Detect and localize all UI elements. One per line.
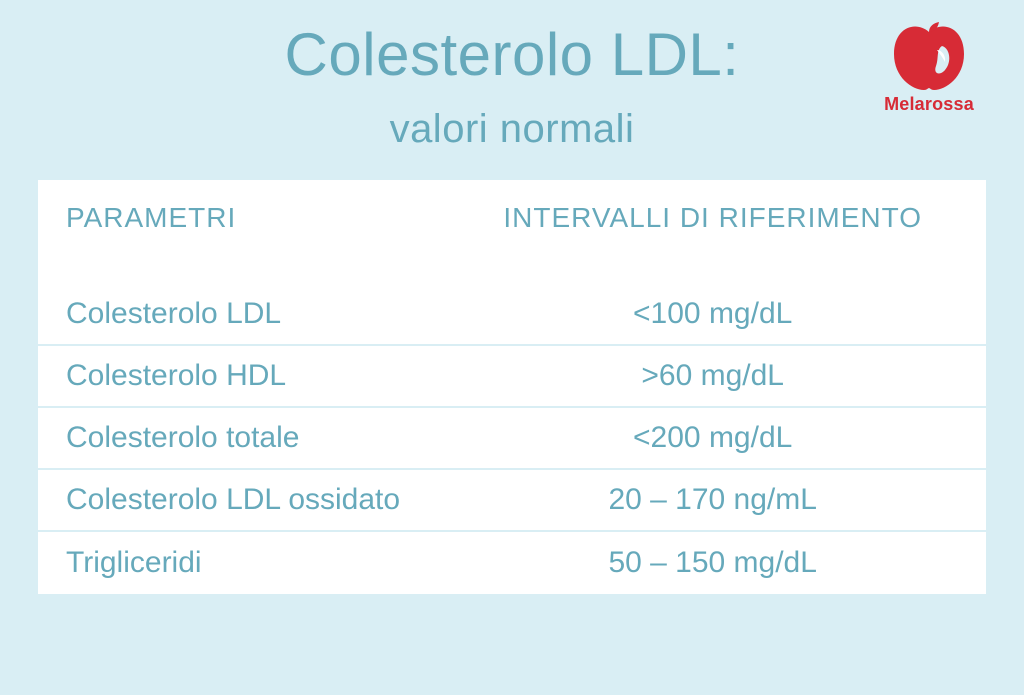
page-root: Melarossa Colesterolo LDL: valori normal…	[0, 0, 1024, 695]
table-header-row: PARAMETRI INTERVALLI DI RIFERIMENTO	[38, 180, 986, 256]
table-row: Colesterolo LDL ossidato 20 – 170 ng/mL	[38, 470, 986, 532]
table-cell-range: <200 mg/dL	[467, 421, 958, 455]
table-row: Colesterolo HDL >60 mg/dL	[38, 346, 986, 408]
table-cell-range: >60 mg/dL	[467, 359, 958, 393]
page-subtitle: valori normali	[38, 107, 986, 152]
brand-logo-label: Melarossa	[874, 94, 984, 115]
table-row: Colesterolo LDL <100 mg/dL	[38, 284, 986, 346]
table-cell-range: 50 – 150 mg/dL	[467, 546, 958, 580]
table-cell-param: Trigliceridi	[66, 546, 467, 580]
table-row: Colesterolo totale <200 mg/dL	[38, 408, 986, 470]
table-cell-param: Colesterolo totale	[66, 421, 467, 455]
apple-icon	[890, 22, 968, 92]
reference-table: PARAMETRI INTERVALLI DI RIFERIMENTO Cole…	[38, 180, 986, 594]
table-row: Trigliceridi 50 – 150 mg/dL	[38, 532, 986, 594]
table-header-param: PARAMETRI	[66, 202, 467, 234]
table-cell-range: 20 – 170 ng/mL	[467, 483, 958, 517]
table-header-range: INTERVALLI DI RIFERIMENTO	[467, 202, 958, 234]
table-cell-param: Colesterolo LDL	[66, 297, 467, 331]
page-title: Colesterolo LDL:	[38, 20, 986, 89]
table-cell-range: <100 mg/dL	[467, 297, 958, 331]
table-cell-param: Colesterolo HDL	[66, 359, 467, 393]
table-cell-param: Colesterolo LDL ossidato	[66, 483, 467, 517]
brand-logo: Melarossa	[874, 22, 984, 115]
table-body: Colesterolo LDL <100 mg/dL Colesterolo H…	[38, 256, 986, 594]
